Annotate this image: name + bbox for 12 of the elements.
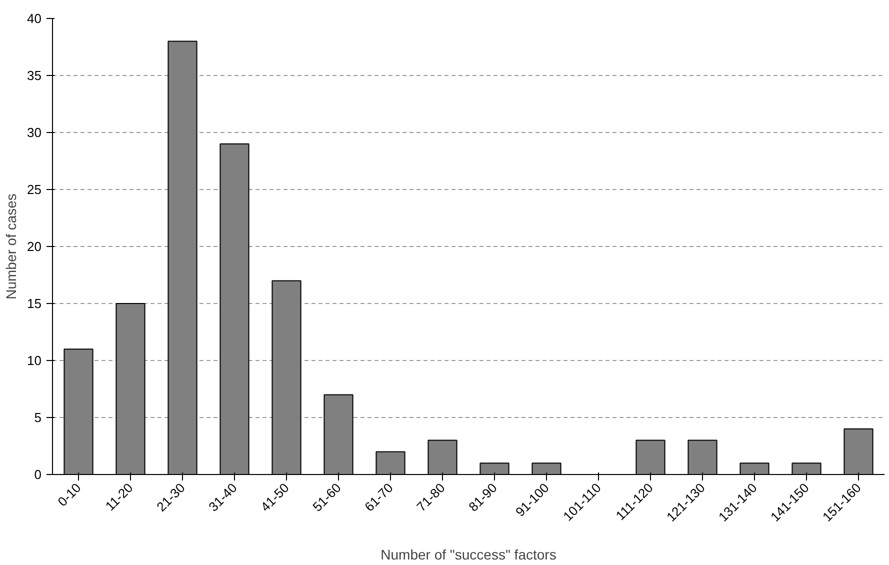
y-tick-label: 25 [27,182,42,197]
y-tick-label: 40 [27,11,42,26]
y-tick-label: 10 [27,353,42,368]
y-tick-label: 35 [27,68,42,83]
y-tick-label: 15 [27,296,42,311]
y-tick-label: 0 [34,467,42,482]
x-tick-label: 0-10 [54,480,84,510]
y-tick-label: 5 [34,410,42,425]
x-axis-title: Number of "success" factors [380,546,556,563]
y-tick-label: 30 [27,125,42,140]
y-axis-title: Number of cases [3,194,20,300]
y-tick-label: 20 [27,239,42,254]
